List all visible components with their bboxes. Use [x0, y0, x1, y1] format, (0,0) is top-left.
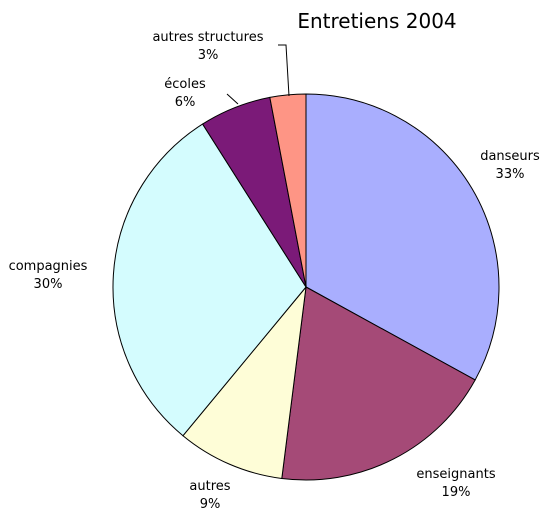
chart-title: Entretiens 2004: [297, 9, 456, 33]
slice-value-label-4: 6%: [175, 95, 196, 110]
slice-value-label-2: 9%: [200, 497, 221, 511]
slice-value-label-3: 30%: [34, 277, 63, 292]
slice-label-3: compagnies: [9, 259, 88, 274]
leader-line-5: [278, 44, 290, 97]
slice-label-4: écoles: [164, 77, 206, 92]
slice-label-0: danseurs: [480, 149, 540, 164]
pie-slice-5: [269, 93, 307, 288]
slice-value-label-0: 33%: [496, 167, 525, 182]
slice-label-5: autres structures: [152, 30, 263, 45]
pie-slice-1: [281, 286, 476, 481]
slice-label-2: autres: [189, 479, 230, 494]
slice-label-1: enseignants: [416, 467, 495, 482]
pie-slice-3: [112, 123, 307, 437]
slice-value-label-5: 3%: [198, 48, 219, 63]
slice-value-label-1: 19%: [442, 485, 471, 500]
pie-slice-0: [305, 93, 500, 381]
pie-slice-2: [182, 285, 307, 480]
leader-line-4: [226, 93, 239, 105]
